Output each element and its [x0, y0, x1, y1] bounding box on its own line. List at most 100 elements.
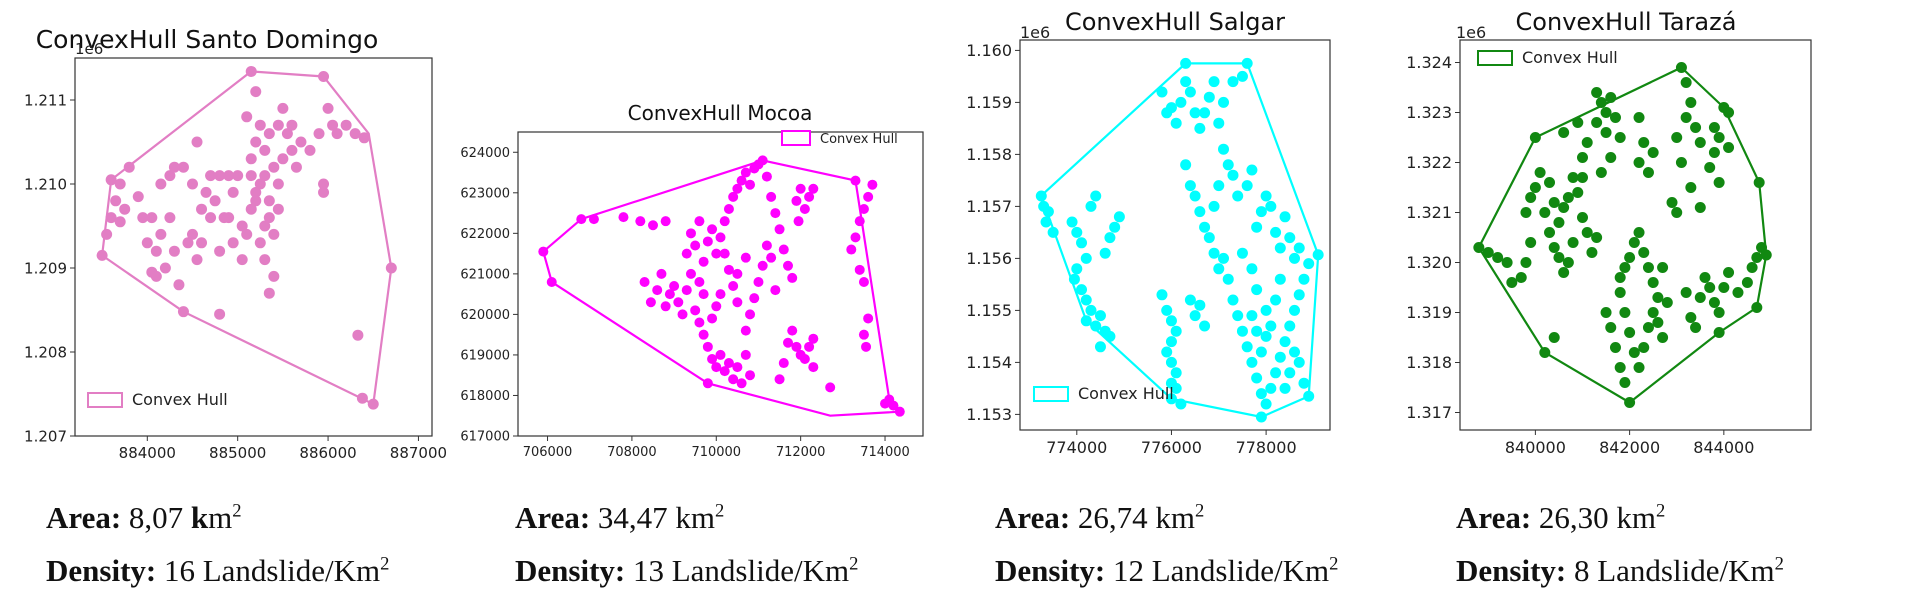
data-point	[168, 245, 180, 257]
data-point	[736, 175, 747, 186]
data-point	[719, 248, 730, 259]
data-point	[281, 128, 293, 140]
data-point	[1270, 294, 1282, 306]
data-point	[1713, 132, 1725, 143]
data-point	[1633, 112, 1645, 123]
y-tick-label: 1.207	[24, 427, 67, 445]
data-point	[1270, 367, 1282, 379]
data-point	[635, 216, 646, 227]
data-point	[250, 136, 262, 148]
data-point	[164, 212, 176, 224]
data-point	[1647, 277, 1659, 288]
data-point	[761, 240, 772, 251]
data-point	[1251, 221, 1263, 233]
y-tick-label: 1.158	[966, 145, 1012, 164]
data-point	[1708, 297, 1720, 308]
data-point	[749, 293, 760, 304]
data-point	[1539, 207, 1551, 218]
data-point	[1680, 77, 1692, 88]
data-point	[1085, 200, 1097, 212]
data-point	[1642, 262, 1654, 273]
data-point	[168, 161, 180, 173]
data-point	[808, 362, 819, 373]
data-point	[1666, 197, 1678, 208]
data-point	[322, 102, 334, 114]
data-point	[1199, 320, 1211, 332]
convex-hull-line	[1477, 66, 1768, 404]
data-point	[1184, 294, 1196, 306]
data-point	[1680, 112, 1692, 123]
data-point	[232, 170, 244, 182]
plot-frame	[517, 131, 924, 437]
legend-swatch	[1477, 50, 1513, 66]
convex-hull-line	[542, 159, 903, 417]
legend-label: Convex Hull	[820, 132, 898, 147]
data-point	[1576, 212, 1588, 223]
data-point	[1638, 247, 1650, 258]
data-point	[1633, 227, 1645, 238]
data-point	[1298, 273, 1310, 285]
area-exponent: 2	[1656, 500, 1666, 522]
data-point	[286, 119, 298, 131]
data-point	[1548, 242, 1560, 253]
data-point	[1284, 232, 1296, 244]
y-tick-label: 618000	[460, 389, 510, 404]
area-unit-m: m	[208, 500, 233, 535]
data-point	[1520, 207, 1532, 218]
data-point	[1094, 341, 1106, 353]
data-point	[711, 301, 722, 312]
data-point	[648, 220, 658, 231]
data-point	[854, 264, 865, 275]
data-point	[1657, 262, 1669, 273]
legend-swatch	[1033, 386, 1069, 402]
density-value: 13 Landslide/Km	[632, 553, 850, 588]
data-point	[732, 362, 743, 373]
data-point	[867, 179, 878, 190]
data-point	[159, 262, 171, 274]
area-label: Area:	[515, 500, 591, 535]
data-point	[766, 191, 777, 202]
data-point	[327, 119, 339, 131]
data-point	[736, 378, 747, 389]
data-point	[1690, 322, 1702, 333]
data-point	[1284, 367, 1296, 379]
area-label: Area:	[1456, 500, 1532, 535]
data-point	[1544, 177, 1556, 188]
data-point	[719, 216, 730, 227]
data-point	[694, 216, 705, 227]
axis-offset-label: 1e6	[1456, 23, 1486, 42]
legend-label: Convex Hull	[132, 390, 228, 409]
data-point	[1600, 107, 1612, 118]
data-point	[1619, 262, 1631, 273]
data-point	[1628, 237, 1640, 248]
x-tick-label: 887000	[390, 444, 447, 462]
data-point	[804, 191, 815, 202]
data-point	[1208, 247, 1220, 259]
data-point	[1576, 152, 1588, 163]
data-point	[236, 220, 248, 232]
data-point	[1614, 272, 1626, 283]
data-point	[186, 228, 198, 240]
data-point	[728, 374, 739, 385]
data-point	[1713, 177, 1725, 188]
data-point	[1071, 226, 1083, 238]
data-point	[740, 252, 751, 263]
data-point	[711, 248, 722, 259]
data-point	[1685, 312, 1697, 323]
data-point	[1279, 211, 1291, 223]
data-point	[1553, 217, 1565, 228]
data-point	[1680, 287, 1692, 298]
data-point	[1199, 107, 1211, 119]
data-point	[723, 264, 734, 275]
data-point	[728, 191, 739, 202]
chart-1: ConvexHull Mocoa 706000 708000 710000 712000…	[460, 101, 924, 460]
data-point	[254, 178, 266, 190]
data-point	[1184, 180, 1196, 192]
area-unit-k: k	[190, 500, 209, 535]
data-point	[1492, 252, 1504, 263]
data-point	[1544, 227, 1556, 238]
data-point	[1222, 159, 1234, 171]
data-point	[858, 276, 869, 287]
y-tick-label: 1.155	[966, 301, 1012, 320]
data-point	[245, 170, 257, 182]
